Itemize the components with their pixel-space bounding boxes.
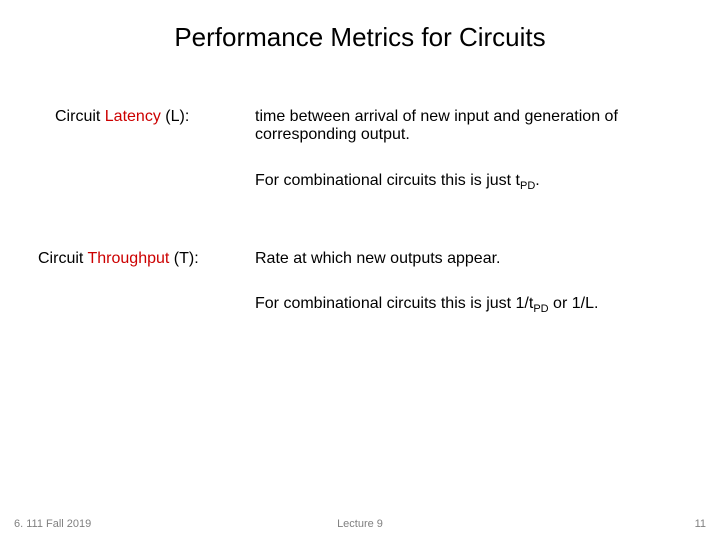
throughput-desc: Rate at which new outputs appear. bbox=[255, 250, 720, 268]
slide: Performance Metrics for Circuits Circuit… bbox=[0, 0, 720, 540]
latency-note-sub: PD bbox=[520, 180, 535, 192]
slide-title: Performance Metrics for Circuits bbox=[0, 0, 720, 53]
throughput-row: Circuit Throughput (T): Rate at which ne… bbox=[0, 250, 720, 268]
latency-label: Circuit Latency (L): bbox=[0, 108, 255, 144]
latency-desc: time between arrival of new input and ge… bbox=[255, 108, 720, 144]
latency-note: For combinational circuits this is just … bbox=[255, 172, 720, 192]
latency-label-post: (L): bbox=[161, 108, 189, 125]
throughput-label: Circuit Throughput (T): bbox=[0, 250, 255, 268]
throughput-note: For combinational circuits this is just … bbox=[255, 295, 720, 315]
latency-label-highlight: Latency bbox=[105, 108, 161, 125]
throughput-note-post: or 1/L. bbox=[549, 295, 599, 312]
throughput-note-pre: For combinational circuits this is just … bbox=[255, 295, 533, 312]
latency-note-row: For combinational circuits this is just … bbox=[0, 172, 720, 192]
latency-note-pre: For combinational circuits this is just … bbox=[255, 172, 520, 189]
footer-left: 6. 111 Fall 2019 bbox=[14, 518, 91, 530]
latency-note-post: . bbox=[535, 172, 539, 189]
throughput-label-post: (T): bbox=[169, 250, 198, 267]
throughput-note-row: For combinational circuits this is just … bbox=[0, 295, 720, 315]
latency-label-pre: Circuit bbox=[55, 108, 105, 125]
latency-row: Circuit Latency (L): time between arriva… bbox=[0, 108, 720, 144]
throughput-label-highlight: Throughput bbox=[88, 250, 170, 267]
throughput-note-sub: PD bbox=[533, 303, 548, 315]
throughput-label-pre: Circuit bbox=[38, 250, 88, 267]
footer-center: Lecture 9 bbox=[337, 518, 383, 530]
footer-right: 11 bbox=[695, 518, 706, 530]
